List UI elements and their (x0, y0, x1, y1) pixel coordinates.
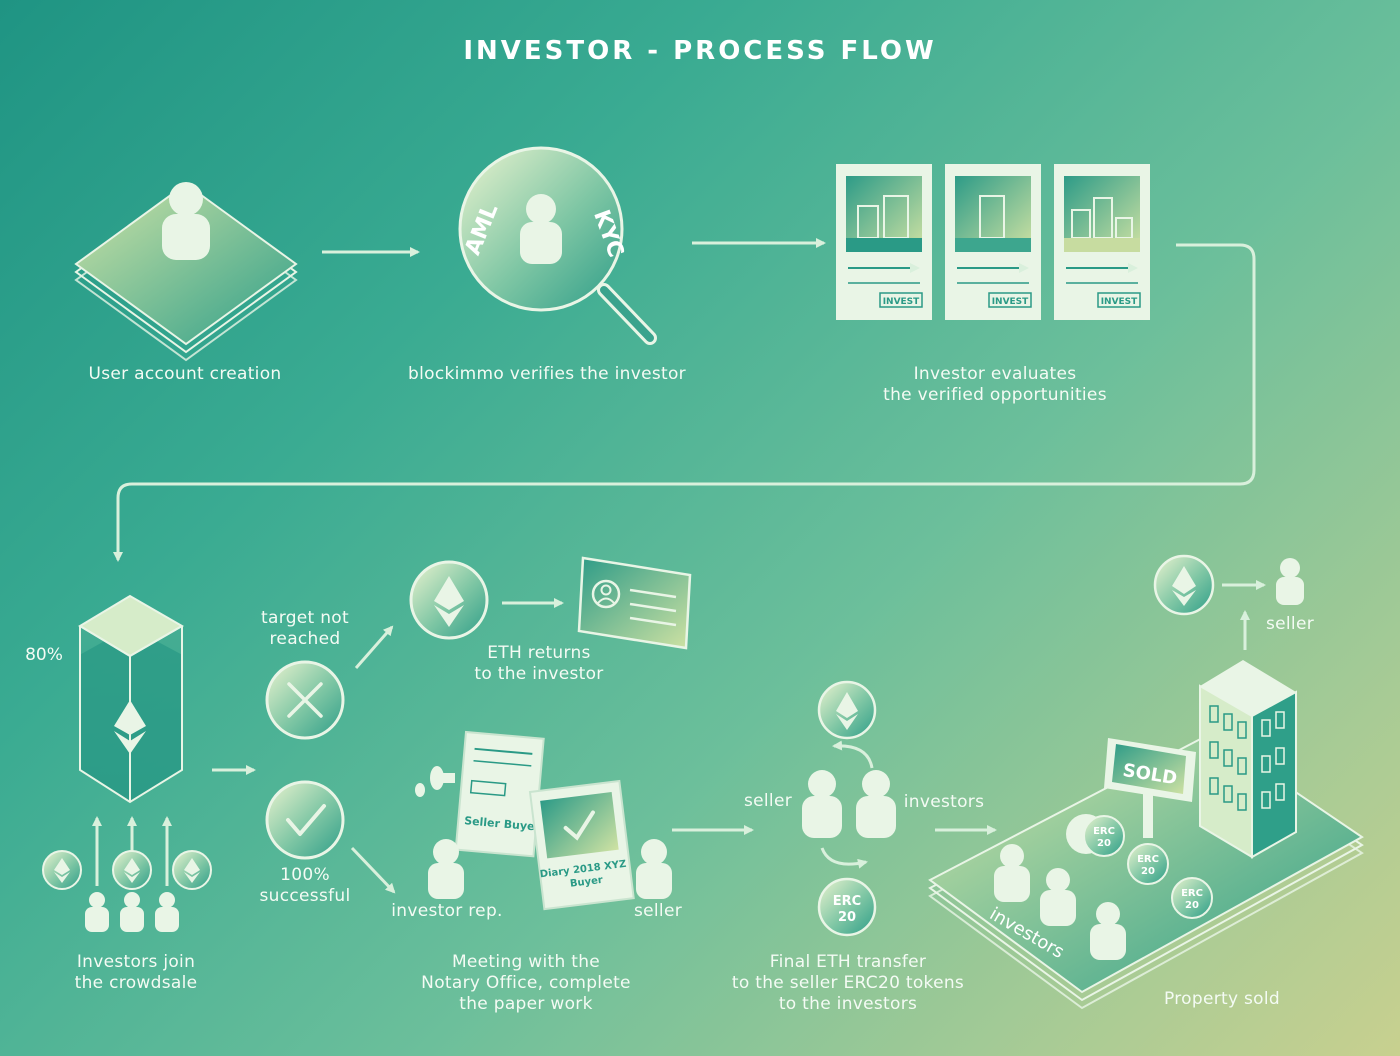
ethereum-refund-icon (409, 560, 489, 640)
ethereum-icon (114, 700, 146, 754)
opportunity-card: INVEST (1054, 164, 1150, 320)
ethereum-coin-icon (112, 850, 152, 890)
step-evaluate: Investor evaluates the verified opportun… (883, 364, 1107, 405)
seller-icon (1276, 558, 1304, 605)
sold-sign: SOLD (1104, 738, 1196, 838)
cycle-arrow-top (832, 740, 874, 769)
invest-button-label: INVEST (883, 297, 920, 307)
eth-returns-label: ETH returns to the investor (474, 643, 604, 684)
stamp-icon (415, 766, 455, 797)
invest-button-label: INVEST (1101, 297, 1138, 307)
investors-on-property (994, 844, 1126, 960)
magnifier-icon: AML KYC (458, 146, 657, 345)
opportunity-card: INVEST (945, 164, 1041, 320)
page-title: INVESTOR - PROCESS FLOW (463, 36, 937, 66)
arrow-evaluate-to-crowdsale (113, 243, 1256, 562)
user-icon (162, 182, 210, 260)
contract-document: Seller Buyer (454, 730, 545, 858)
user-icon (520, 194, 562, 264)
seller-icon (636, 839, 672, 899)
check-icon (563, 810, 595, 841)
transfer-illustration: ERC 20 (802, 680, 896, 937)
fail-icon (265, 660, 345, 740)
account-creation-illustration (74, 182, 298, 362)
step-notary: Meeting with the Notary Office, complete… (421, 952, 631, 1014)
arrow-to-notary (350, 846, 396, 894)
transfer-investors-label: investors (903, 792, 985, 812)
invest-button-label: INVEST (992, 297, 1029, 307)
user-icon (120, 892, 144, 932)
step-crowdsale: Investors join the crowdsale (74, 952, 198, 993)
user-icon (1090, 902, 1126, 960)
crowdsale-tower (78, 594, 185, 804)
connectors (92, 238, 1266, 924)
investor-icon (856, 770, 896, 838)
erc20-token-label: ERC 20 (833, 894, 861, 925)
branch-target-not-reached: target not reached (261, 608, 349, 649)
cycle-arrow-bottom (820, 847, 868, 869)
crowdsale-progress-label: 80% (25, 645, 63, 665)
user-icon (994, 844, 1030, 902)
step-verify-investor: blockimmo verifies the investor (408, 364, 686, 384)
erc20-token-icon: ERC 20 (817, 877, 877, 937)
step-property-sold: Property sold (1163, 989, 1280, 1009)
investor-id-card-icon (577, 556, 692, 650)
user-icon (155, 892, 179, 932)
notary-seller-label: seller (633, 901, 682, 921)
erc20-coin-label: ERC 20 (1137, 854, 1159, 877)
investor-rep-icon (428, 839, 464, 899)
arrow-to-fail (354, 625, 394, 669)
investors-group (85, 892, 179, 932)
success-check-icon (265, 780, 345, 860)
step-final-transfer: Final ETH transfer to the seller ERC20 t… (731, 952, 965, 1014)
erc20-coins: ERC 20 ERC 20 ERC 20 (1066, 814, 1213, 919)
user-icon (1040, 868, 1076, 926)
final-seller-label: seller (1265, 614, 1314, 634)
property-sold-illustration: SOLD ERC 20 ERC 20 ERC 20 investors (928, 660, 1364, 1010)
seller-icon (802, 770, 842, 838)
investor-rep-label: investor rep. (391, 901, 503, 921)
branch-successful: 100% successful (259, 865, 351, 906)
investor-eth-coins (42, 850, 212, 890)
ethereum-coin-icon (817, 680, 877, 740)
ethereum-coin-icon (172, 850, 212, 890)
ethereum-coin-icon (1153, 554, 1215, 616)
transfer-seller-label: seller (743, 791, 792, 811)
opportunity-cards: INVEST INVEST INVEST (836, 164, 1150, 320)
notary-illustration: Seller Buyer Diary 2018 XYZ Buyer (415, 730, 672, 911)
step-account-creation: User account creation (88, 364, 282, 384)
user-icon (85, 892, 109, 932)
erc20-coin-label: ERC 20 (1093, 826, 1115, 849)
ethereum-coin-icon (42, 850, 82, 890)
diary-document: Diary 2018 XYZ Buyer (528, 779, 635, 911)
seller-payout (1153, 554, 1304, 616)
building-icon (1199, 660, 1297, 859)
erc20-coin-label: ERC 20 (1181, 888, 1203, 911)
opportunity-card: INVEST (836, 164, 932, 320)
